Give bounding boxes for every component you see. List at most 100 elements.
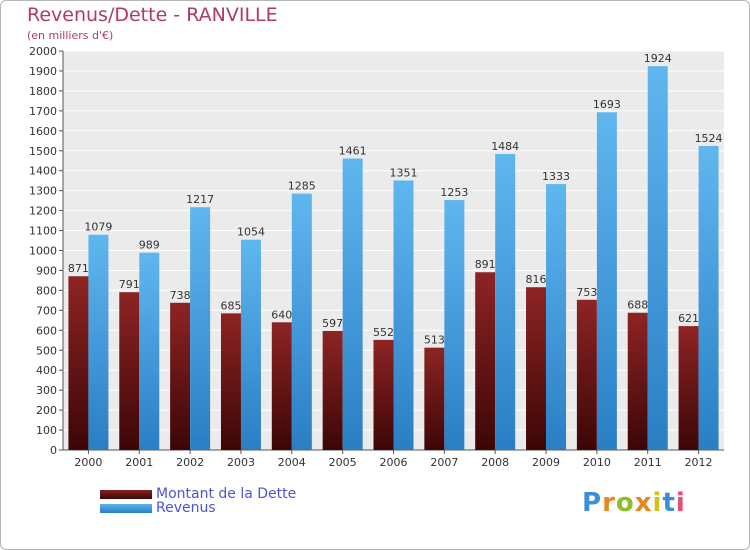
revenue-value-label: 1253	[440, 186, 468, 199]
revenue-bar	[240, 239, 261, 450]
y-tick-label: 0	[50, 444, 57, 457]
revenue-value-label: 1924	[644, 52, 672, 65]
debt-bar	[373, 339, 394, 450]
y-tick-label: 1700	[29, 105, 57, 118]
revenue-bar	[495, 153, 516, 450]
debt-bar	[526, 287, 547, 450]
logo-letter: r	[602, 488, 616, 518]
debt-bar	[424, 347, 445, 450]
logo-letter: o	[615, 488, 635, 518]
revenue-bar	[88, 234, 109, 450]
revenue-bar	[698, 145, 719, 450]
revenue-bar	[596, 112, 617, 451]
legend-label-debt: Montant de la Dette	[156, 486, 297, 502]
legend-item-revenue: Revenus	[100, 500, 216, 516]
debt-bar	[627, 312, 648, 450]
revenue-value-label: 1484	[491, 140, 519, 153]
y-tick-label: 1800	[29, 85, 57, 98]
revenue-bar	[444, 200, 465, 450]
revenue-bar	[647, 66, 668, 451]
y-tick-label: 500	[36, 344, 57, 357]
debt-value-label: 753	[576, 286, 597, 299]
y-tick-label: 300	[36, 384, 57, 397]
revenue-bar	[546, 184, 567, 450]
y-tick-label: 1500	[29, 145, 57, 158]
logo-letter: i	[675, 488, 686, 518]
revenue-bar	[342, 158, 363, 450]
y-tick-label: 1900	[29, 65, 57, 78]
revenue-bar	[190, 207, 211, 450]
x-tick-label: 2001	[125, 456, 153, 469]
logo-letter: i	[652, 488, 663, 518]
y-tick-label: 1000	[29, 245, 57, 258]
x-tick-label: 2003	[227, 456, 255, 469]
chart-title: Revenus/Dette - RANVILLE	[27, 4, 278, 26]
debt-value-label: 688	[627, 299, 648, 312]
y-tick-label: 1600	[29, 125, 57, 138]
debt-bar	[576, 299, 597, 450]
debt-value-label: 552	[373, 326, 394, 339]
logo-letter: P	[582, 488, 603, 518]
legend-swatch-revenue	[100, 503, 152, 513]
y-tick-label: 1300	[29, 185, 57, 198]
x-tick-label: 2000	[74, 456, 102, 469]
y-tick-label: 700	[36, 304, 57, 317]
debt-bar	[170, 302, 191, 450]
x-tick-label: 2009	[532, 456, 560, 469]
revenue-value-label: 989	[139, 239, 160, 252]
x-tick-label: 2002	[176, 456, 204, 469]
y-tick-label: 100	[36, 424, 57, 437]
debt-value-label: 738	[170, 289, 191, 302]
x-tick-label: 2007	[430, 456, 458, 469]
chart-subtitle: (en milliers d'€)	[27, 29, 114, 42]
legend-item-debt: Montant de la Dette	[100, 486, 296, 502]
revenue-value-label: 1333	[542, 170, 570, 183]
y-tick-label: 800	[36, 284, 57, 297]
x-tick-label: 2008	[481, 456, 509, 469]
x-tick-label: 2010	[583, 456, 611, 469]
revenue-value-label: 1693	[593, 98, 621, 111]
debt-value-label: 816	[526, 273, 547, 286]
revenue-value-label: 1054	[237, 226, 265, 239]
debt-bar	[271, 322, 292, 450]
x-tick-label: 2011	[634, 456, 662, 469]
x-tick-label: 2012	[685, 456, 713, 469]
revenue-value-label: 1351	[390, 166, 418, 179]
debt-value-label: 871	[68, 262, 89, 275]
debt-bar	[68, 276, 89, 450]
revenue-value-label: 1285	[288, 180, 316, 193]
revenue-bar	[393, 180, 414, 450]
logo-letter: x	[634, 488, 653, 518]
x-tick-label: 2005	[329, 456, 357, 469]
debt-bar	[119, 292, 140, 450]
debt-bar	[322, 330, 343, 450]
revenue-bar	[139, 252, 160, 450]
debt-value-label: 791	[119, 278, 140, 291]
x-tick-label: 2006	[380, 456, 408, 469]
y-tick-label: 200	[36, 404, 57, 417]
proxiti-logo: Proxiti	[582, 488, 686, 518]
debt-value-label: 513	[424, 334, 445, 347]
revenue-bar	[291, 193, 312, 450]
debt-value-label: 621	[678, 312, 699, 325]
y-tick-label: 900	[36, 264, 57, 277]
y-tick-label: 1400	[29, 165, 57, 178]
revenue-value-label: 1524	[695, 132, 723, 145]
y-tick-label: 2000	[29, 45, 57, 58]
legend-swatch-debt	[100, 489, 152, 499]
y-tick-label: 400	[36, 364, 57, 377]
revenue-value-label: 1217	[186, 193, 214, 206]
y-tick-label: 1100	[29, 225, 57, 238]
debt-value-label: 640	[271, 308, 292, 321]
y-tick-label: 1200	[29, 205, 57, 218]
debt-bar	[475, 272, 496, 450]
debt-bar	[678, 326, 699, 450]
y-tick-label: 600	[36, 324, 57, 337]
revenue-value-label: 1461	[339, 145, 367, 158]
logo-letter: t	[662, 488, 676, 518]
revenue-value-label: 1079	[84, 221, 112, 234]
x-tick-label: 2004	[278, 456, 306, 469]
legend-label-revenue: Revenus	[156, 500, 216, 516]
debt-value-label: 891	[475, 258, 496, 271]
